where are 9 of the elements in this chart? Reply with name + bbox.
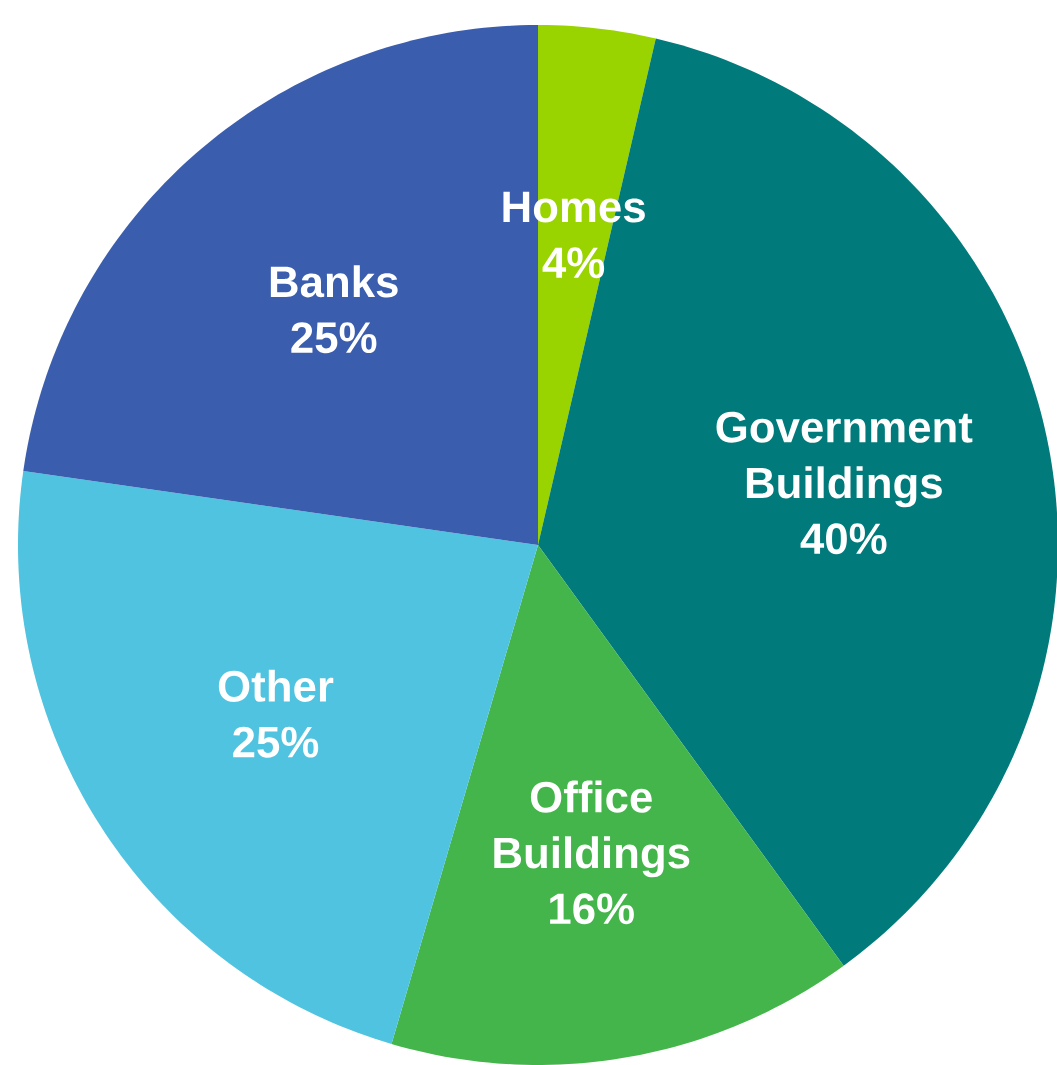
data-label: 4% xyxy=(542,247,605,279)
slice-label: Government Buildings xyxy=(716,411,973,508)
slice-label: Other xyxy=(218,669,334,702)
data-label: 25% xyxy=(291,322,377,354)
slice-label: Office Buildings xyxy=(494,780,690,878)
slice-label: Banks xyxy=(270,265,398,298)
data-label: 40% xyxy=(800,523,887,555)
data-label: 16% xyxy=(550,893,634,925)
data-label: 25% xyxy=(233,726,319,758)
